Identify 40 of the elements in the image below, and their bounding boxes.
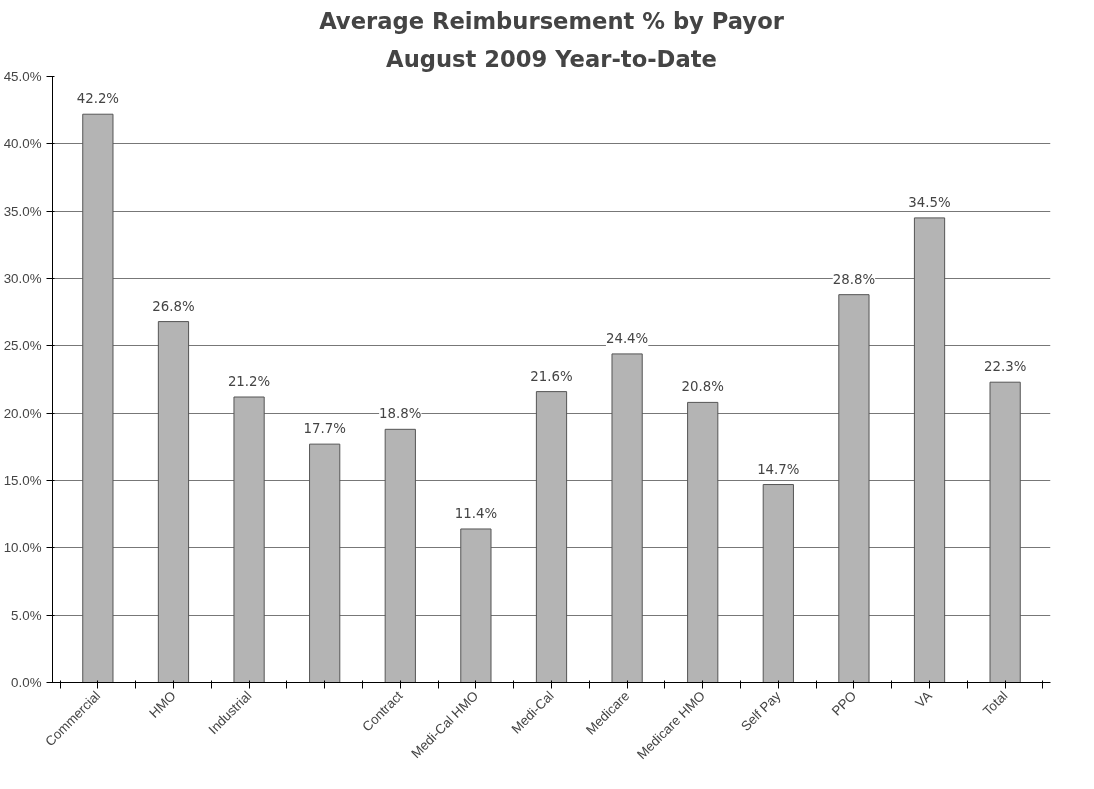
y-tick-label: 45.0% <box>3 69 42 84</box>
bar <box>460 528 492 683</box>
data-label: 17.7% <box>303 421 346 437</box>
y-tick-label: 20.0% <box>3 405 42 421</box>
data-label: 42.2% <box>76 91 120 107</box>
data-label: 20.8% <box>681 379 724 395</box>
bar <box>838 294 870 683</box>
chart-title: Average Reimbursement % by Payor <box>319 7 785 34</box>
y-tick-label: 35.0% <box>3 203 42 219</box>
bar <box>687 401 719 683</box>
data-label: 26.8% <box>152 298 195 314</box>
y-tick-label: 40.0% <box>3 136 42 152</box>
data-label: 21.2% <box>227 374 271 390</box>
y-tick-label: 5.0% <box>11 607 42 623</box>
bar <box>762 484 794 683</box>
bar <box>611 353 643 683</box>
x-tick-label: VA <box>912 688 935 711</box>
data-label: 11.4% <box>454 505 498 521</box>
y-tick-label: 10.0% <box>3 540 42 556</box>
bar <box>309 443 341 683</box>
bar <box>913 217 946 683</box>
bar <box>82 113 114 683</box>
bar <box>384 428 416 683</box>
x-tick-label: Self Pay <box>737 687 784 734</box>
bar <box>989 381 1021 683</box>
data-label: 22.3% <box>983 359 1027 375</box>
chart-subtitle: August 2009 Year-to-Date <box>386 45 717 72</box>
data-label: 18.8% <box>379 406 422 422</box>
data-label: 34.5% <box>908 194 951 210</box>
y-tick-label: 30.0% <box>3 271 42 286</box>
y-tick-label: 25.0% <box>3 338 42 354</box>
bar <box>233 396 265 683</box>
y-tick-label: 0.0% <box>11 675 42 690</box>
data-label: 28.8% <box>832 271 876 287</box>
data-label: 24.4% <box>605 330 649 346</box>
y-tick-label: 15.0% <box>3 473 42 488</box>
data-label: 21.6% <box>530 368 573 384</box>
data-label: 14.7% <box>757 461 800 477</box>
bar <box>157 321 190 683</box>
bar <box>535 391 568 683</box>
